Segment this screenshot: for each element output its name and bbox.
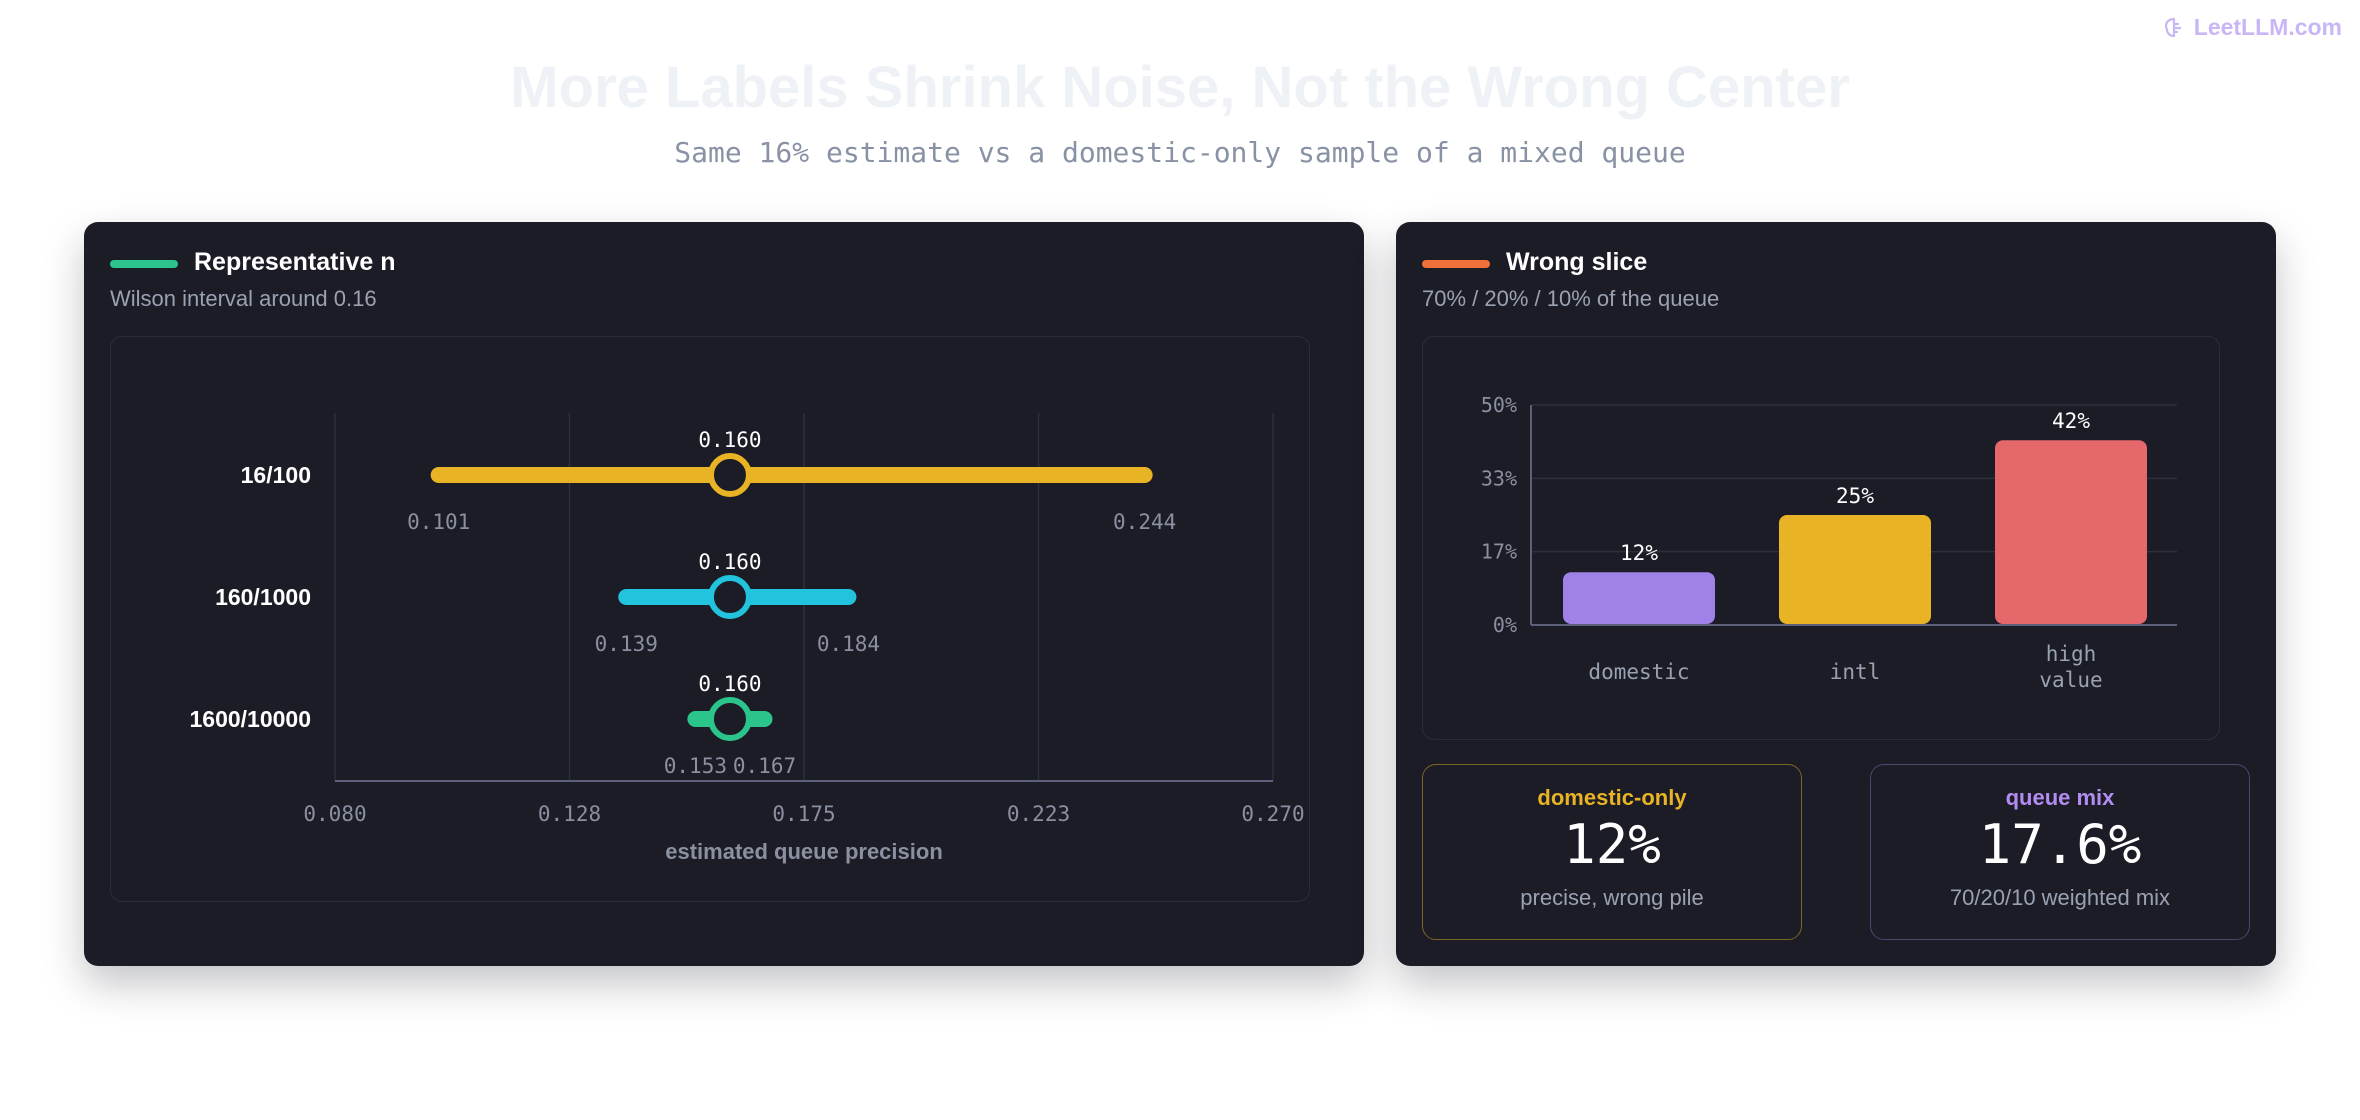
card-label: queue mix bbox=[2005, 785, 2115, 810]
estimate-label: 0.160 bbox=[698, 428, 761, 452]
estimate-label: 0.160 bbox=[698, 672, 761, 696]
left-panel-subtitle: Wilson interval around 0.16 bbox=[110, 286, 377, 311]
high-label: 0.184 bbox=[817, 632, 880, 656]
card-label: domestic-only bbox=[1537, 785, 1687, 810]
interval-chart: 0.080 0.128 0.175 0.223 0.270 estimated queue… bbox=[189, 413, 1305, 864]
page-subtitle: Same 16% estimate vs a domestic-only sam… bbox=[674, 136, 1686, 169]
x-axis-label: estimated queue precision bbox=[665, 839, 943, 864]
right-panel-title: Wrong slice bbox=[1506, 248, 1648, 276]
domestic-only-card: domestic-only 12% precise, wrong pile bbox=[1422, 764, 1802, 940]
low-label: 0.139 bbox=[595, 632, 658, 656]
y-tick-label: 50% bbox=[1481, 393, 1517, 417]
brain-icon bbox=[2164, 17, 2181, 37]
category-label: value bbox=[2039, 668, 2102, 692]
brand-logo[interactable]: LeetLLM.com bbox=[2162, 14, 2342, 41]
low-label: 0.153 bbox=[664, 754, 727, 778]
row-label: 16/100 bbox=[241, 462, 311, 488]
bar-value-label: 42% bbox=[2052, 409, 2090, 433]
right-panel-accent bbox=[1422, 260, 1490, 268]
bar bbox=[1563, 572, 1715, 624]
high-label: 0.244 bbox=[1113, 510, 1176, 534]
bar-value-label: 12% bbox=[1620, 541, 1658, 565]
x-tick-label: 0.080 bbox=[303, 802, 366, 826]
low-label: 0.101 bbox=[407, 510, 470, 534]
row-label: 1600/10000 bbox=[189, 706, 311, 732]
category-label: high bbox=[2046, 642, 2097, 666]
right-panel: Wrong slice 70% / 20% / 10% of the queue… bbox=[1396, 222, 2276, 966]
card-note: 70/20/10 weighted mix bbox=[1949, 885, 2171, 910]
x-tick-label: 0.128 bbox=[538, 802, 601, 826]
estimate-marker bbox=[707, 575, 752, 619]
estimate-marker bbox=[707, 697, 752, 741]
y-tick-label: 17% bbox=[1481, 540, 1517, 564]
left-panel: Representative n Wilson interval around … bbox=[84, 222, 1364, 966]
queue-mix-card: queue mix 17.6% 70/20/10 weighted mix bbox=[1870, 764, 2250, 940]
left-panel-accent bbox=[110, 260, 178, 268]
estimate-label: 0.160 bbox=[698, 550, 761, 574]
bar bbox=[1779, 515, 1931, 624]
right-panel-subtitle: 70% / 20% / 10% of the queue bbox=[1422, 286, 1720, 311]
bar-chart: 0% 17% 33% 50% 12% domestic 25% intl 42% highvalu… bbox=[1481, 393, 2177, 692]
card-note: precise, wrong pile bbox=[1520, 885, 1704, 910]
x-tick-label: 0.270 bbox=[1241, 802, 1304, 826]
left-panel-title: Representative n bbox=[194, 248, 396, 276]
high-label: 0.167 bbox=[733, 754, 796, 778]
category-label: intl bbox=[1830, 660, 1881, 684]
page-title: More Labels Shrink Noise, Not the Wrong … bbox=[510, 55, 1850, 120]
estimate-marker bbox=[707, 453, 752, 497]
bar-chart-box: 0% 17% 33% 50% 12% domestic 25% intl 42% high valu… bbox=[1422, 336, 2220, 740]
card-value: 12% bbox=[1563, 813, 1661, 876]
x-tick-label: 0.175 bbox=[772, 802, 835, 826]
bar bbox=[1995, 440, 2147, 624]
y-tick-label: 0% bbox=[1493, 613, 1517, 637]
brand-name: LeetLLM.com bbox=[2193, 14, 2342, 40]
row-label: 160/1000 bbox=[215, 584, 311, 610]
interval-chart-box: 0.080 0.128 0.175 0.223 0.270 estimated queue… bbox=[110, 336, 1310, 902]
card-value: 17.6% bbox=[1978, 813, 2142, 876]
x-tick-label: 0.223 bbox=[1007, 802, 1070, 826]
bar-value-label: 25% bbox=[1836, 484, 1874, 508]
category-label: domestic bbox=[1588, 660, 1689, 684]
y-tick-label: 33% bbox=[1481, 466, 1517, 490]
